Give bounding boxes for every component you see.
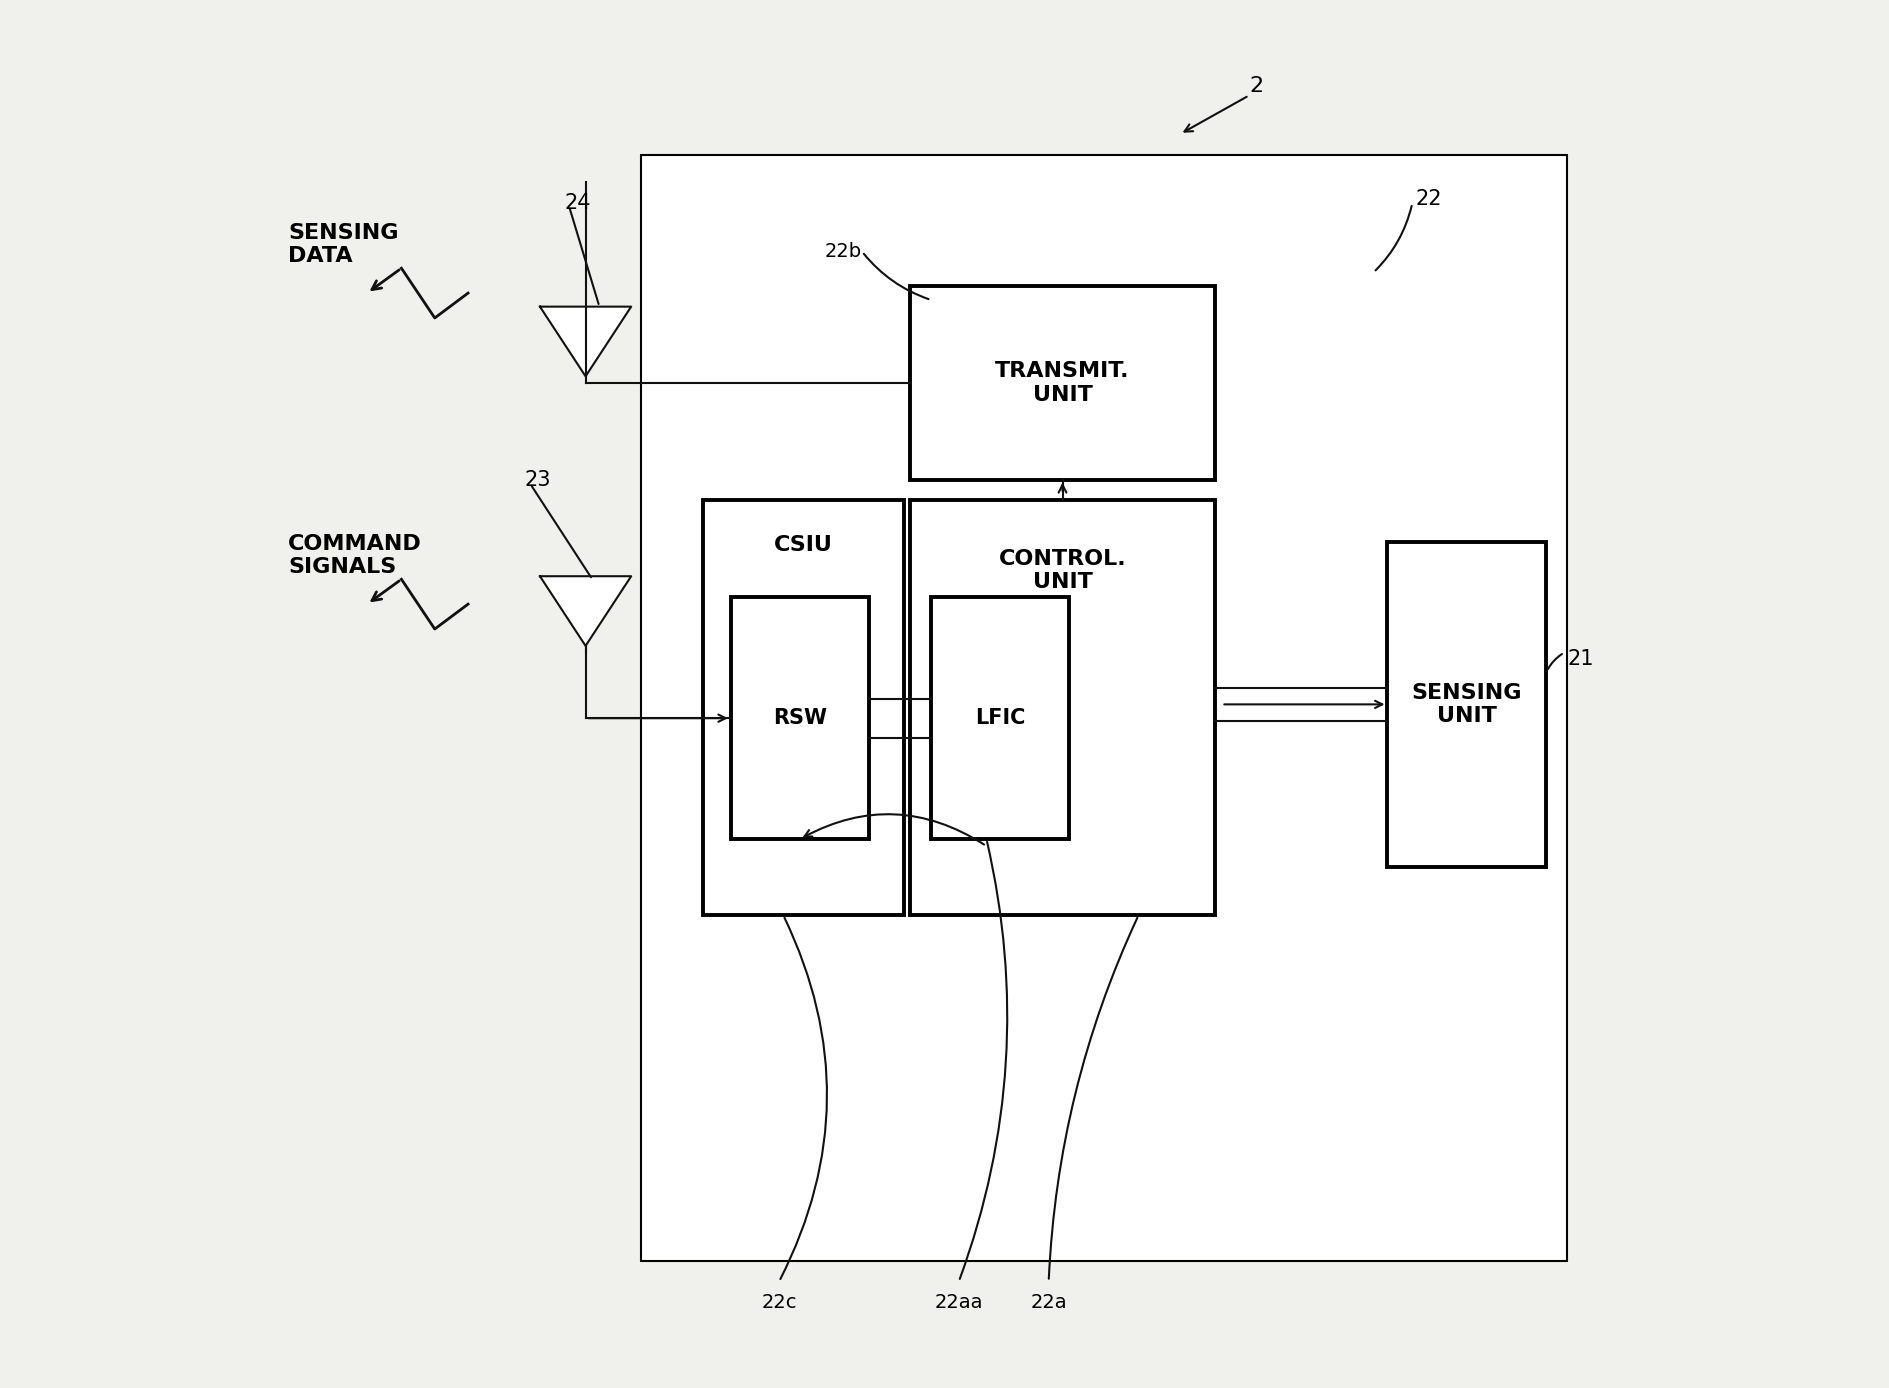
Text: SENSING
UNIT: SENSING UNIT [1411,683,1521,726]
Text: 22aa: 22aa [933,1292,982,1312]
Text: 23: 23 [525,469,552,490]
Bar [640,155,1566,1260]
Text: SENSING
DATA: SENSING DATA [289,223,399,266]
Bar [689,251,1379,1192]
Text: 22: 22 [1415,189,1441,210]
Text: 22c: 22c [761,1292,797,1312]
Text: 22b: 22b [824,242,861,261]
Bar [703,501,903,915]
Polygon shape [540,576,631,645]
Text: LFIC: LFIC [975,708,1026,729]
Text: CONTROL.
UNIT: CONTROL. UNIT [997,548,1126,593]
Bar [1387,541,1545,866]
Text: 2: 2 [1249,76,1262,96]
Text: 24: 24 [565,193,591,214]
Bar [931,597,1069,840]
Text: TRANSMIT.
UNIT: TRANSMIT. UNIT [996,361,1130,404]
Text: COMMAND
SIGNALS: COMMAND SIGNALS [289,534,421,577]
Text: RSW: RSW [773,708,825,729]
Bar [731,597,869,840]
Polygon shape [540,307,631,376]
Text: 21: 21 [1566,650,1592,669]
Text: CSIU: CSIU [773,534,833,555]
Bar [910,286,1215,480]
Text: 22a: 22a [1030,1292,1067,1312]
Bar [910,501,1215,915]
